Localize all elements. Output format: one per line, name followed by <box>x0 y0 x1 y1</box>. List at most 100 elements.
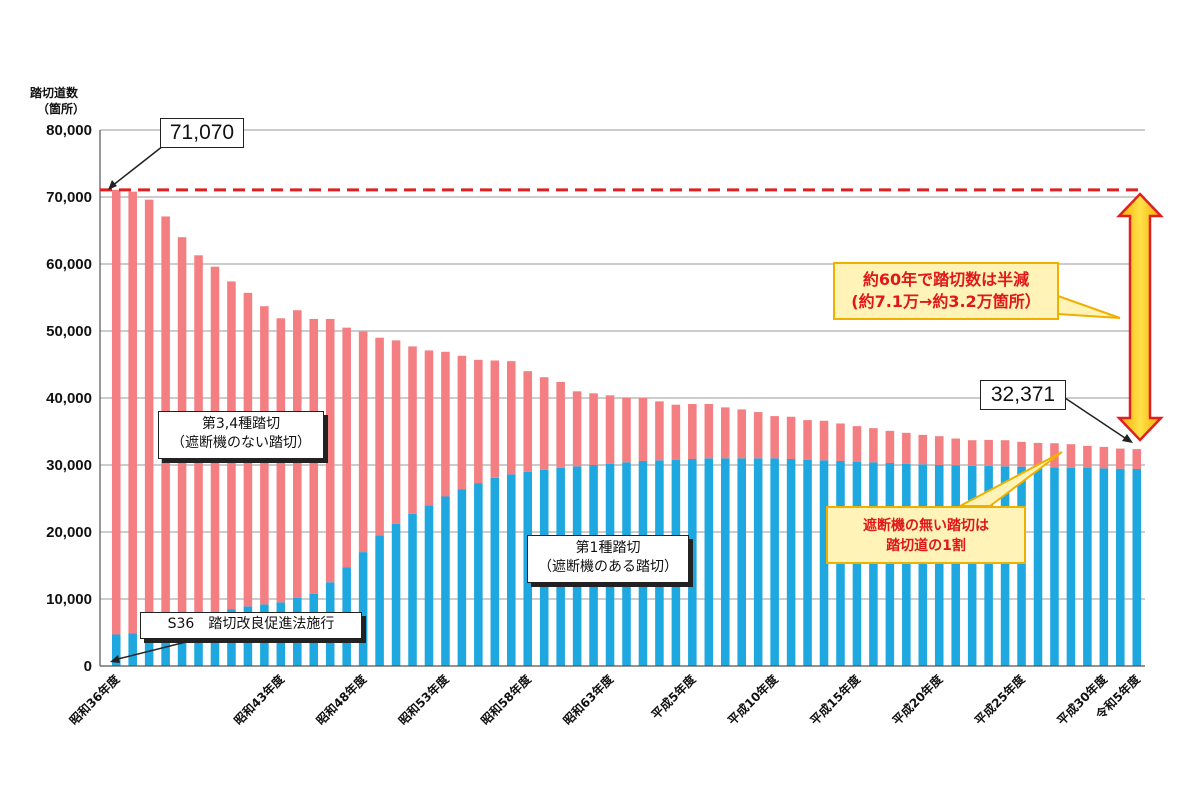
bar-type1 <box>128 633 137 666</box>
halved-note-tail <box>1057 294 1121 319</box>
type34-label: 第3,4種踏切 （遮断機のない踏切） <box>158 411 324 459</box>
bar-type1 <box>424 505 434 666</box>
bar-type34 <box>605 395 615 464</box>
x-tick-label: 平成25年度 <box>971 671 1028 728</box>
x-tick-label: 昭和43年度 <box>231 671 288 728</box>
unbarrier-note-line1: 遮断機の無い踏切は <box>863 518 989 534</box>
bar-type1 <box>803 459 812 666</box>
bar-type34 <box>523 371 533 472</box>
bar-type34 <box>111 189 121 635</box>
bar-type34 <box>128 191 137 634</box>
y-tick-label: 40,000 <box>46 390 92 407</box>
bar-type1 <box>934 465 944 666</box>
x-tick-label: 昭和53年度 <box>395 671 452 728</box>
bar-type34 <box>803 420 812 460</box>
type34-label-line1: 第3,4種踏切 <box>201 416 281 432</box>
bar-type34 <box>688 404 697 459</box>
bar-type34 <box>457 355 467 490</box>
bar-type1 <box>474 483 483 666</box>
bar-type1 <box>490 477 500 666</box>
law-label: S36 踏切改良促進法施行 <box>140 612 362 639</box>
bar-type34 <box>1000 440 1010 467</box>
bar-type34 <box>836 423 845 461</box>
latest-value-box: 32,371 <box>980 380 1066 410</box>
y-axis-title-line1: 踏切道数 <box>30 85 79 100</box>
bar-type34 <box>770 416 779 459</box>
bar-type34 <box>852 426 862 462</box>
bar-type34 <box>655 401 664 461</box>
bar-type34 <box>671 404 681 460</box>
y-tick-label: 60,000 <box>46 256 92 273</box>
bar-type34 <box>144 199 154 630</box>
bar-type34 <box>737 409 747 459</box>
x-axis-ticks: 昭和36年度 昭和43年度 昭和48年度 昭和53年度 昭和58年度 昭和63年度 平成5年… <box>66 671 1144 728</box>
bar-type1 <box>144 629 154 666</box>
bar-type34 <box>951 438 960 466</box>
bar-type1 <box>869 462 878 666</box>
bar-type1 <box>819 460 829 666</box>
y-tick-label: 70,000 <box>46 189 92 206</box>
bar-type34 <box>1066 444 1076 468</box>
bar-type34 <box>1033 442 1043 468</box>
law-pointer-line <box>113 635 211 661</box>
x-tick-label: 平成15年度 <box>807 671 864 728</box>
bar-type34 <box>753 412 763 459</box>
bar-type34 <box>984 439 993 467</box>
bar-type34 <box>622 397 631 463</box>
bar-type34 <box>869 428 878 463</box>
bar-type1 <box>441 496 450 666</box>
bar-type1 <box>737 458 747 666</box>
bar-type1 <box>1083 468 1092 666</box>
bar-type34 <box>474 359 483 484</box>
bar-type34 <box>704 404 714 459</box>
bar-type1 <box>161 624 170 666</box>
bar-type34 <box>408 346 417 514</box>
bar-type34 <box>506 361 516 475</box>
x-tick-label: 昭和63年度 <box>560 671 617 728</box>
bar-type1 <box>902 463 911 666</box>
bar-type1 <box>1066 467 1076 666</box>
latest-pointer-arrowhead <box>1122 434 1133 443</box>
bar-type34 <box>589 393 598 465</box>
y-tick-label: 50,000 <box>46 323 92 340</box>
bar-type34 <box>1116 448 1125 469</box>
type1-label: 第1種踏切 （遮断機のある踏切） <box>527 535 689 583</box>
bar-type34 <box>918 434 928 465</box>
halved-note: 約60年で踏切数は半減 (約7.1万→約3.2万箇所） <box>833 262 1059 320</box>
bar-type34 <box>967 440 977 466</box>
peak-value-box: 71,070 <box>160 118 244 148</box>
bar-type34 <box>819 420 829 461</box>
bar-type34 <box>1132 449 1142 470</box>
bar-type1 <box>194 615 203 666</box>
x-tick-label: 平成20年度 <box>889 671 946 728</box>
bar-type34 <box>1099 446 1109 469</box>
bar-type1 <box>1099 468 1109 666</box>
bar-type34 <box>424 350 434 506</box>
bar-type1 <box>408 513 417 666</box>
type1-label-line2: （遮断機のある踏切） <box>538 559 678 575</box>
law-pointer-arrowhead <box>110 655 120 663</box>
x-tick-label: 昭和58年度 <box>478 671 535 728</box>
bar-type34 <box>902 432 911 464</box>
type1-label-line1: 第1種踏切 <box>575 540 641 556</box>
bar-type1 <box>753 458 763 666</box>
peak-pointer-line <box>111 145 164 187</box>
unbarrier-note: 遮断機の無い踏切は 踏切道の1割 <box>826 506 1026 564</box>
x-tick-label: 平成5年度 <box>648 671 699 722</box>
bar-type34 <box>342 327 351 568</box>
bar-type1 <box>918 464 928 666</box>
bar-type34 <box>720 407 730 459</box>
bar-type1 <box>704 458 714 666</box>
y-tick-label: 20,000 <box>46 524 92 541</box>
x-tick-label: 昭和48年度 <box>313 671 370 728</box>
y-tick-label: 0 <box>84 658 92 675</box>
bar-type1 <box>1017 466 1026 666</box>
bar-type34 <box>276 318 286 603</box>
halved-double-arrow <box>1116 192 1164 442</box>
peak-pointer-arrowhead <box>108 180 117 190</box>
bar-type1 <box>1116 468 1125 666</box>
bar-type1 <box>210 612 220 666</box>
bar-type34 <box>786 416 796 459</box>
y-tick-label: 30,000 <box>46 457 92 474</box>
y-axis-title-line2: （箇所） <box>37 101 85 116</box>
